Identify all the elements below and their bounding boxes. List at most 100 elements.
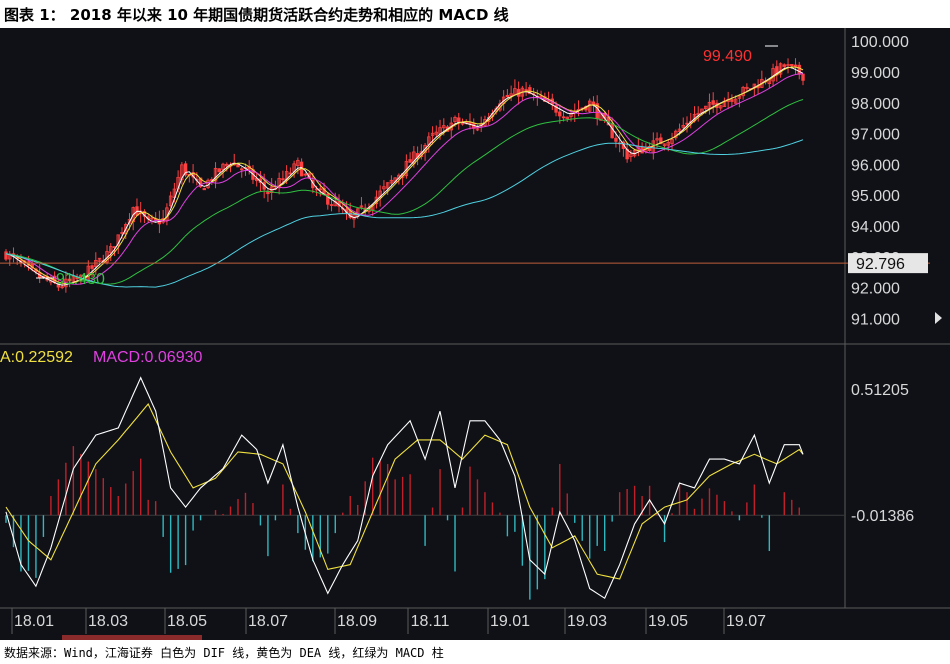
candle-body	[284, 171, 289, 181]
candle-body	[183, 163, 188, 176]
scroll-indicator[interactable]	[62, 635, 202, 640]
candle-body	[168, 195, 173, 207]
candle-body	[221, 163, 225, 170]
candle-body	[4, 251, 8, 260]
ma10-line	[5, 66, 804, 285]
candle-body	[565, 116, 569, 119]
price-tick-label: 97.000	[851, 127, 900, 144]
candle-body	[509, 93, 513, 97]
candle-body	[790, 64, 794, 67]
price-tick-label: 91.000	[851, 311, 900, 328]
chart-panel: 100.000 99.000 98.000 97.000 96.000 95.000 94.…	[0, 28, 950, 640]
candle-body	[704, 105, 708, 110]
candle-body	[786, 64, 790, 67]
candle-body	[733, 98, 738, 104]
x-tick-label: 18.07	[248, 613, 288, 630]
candle-body	[778, 63, 783, 75]
ma20-line	[5, 73, 804, 285]
x-tick-label: 18.05	[167, 613, 207, 630]
x-tick-label: 18.09	[337, 613, 377, 630]
candlestick-series	[4, 58, 805, 293]
candle-body	[677, 128, 682, 133]
candle-body	[240, 168, 244, 171]
x-tick-label: 18.03	[88, 613, 128, 630]
candle-body	[666, 141, 670, 146]
moving-average-lines	[5, 66, 804, 288]
macd-histogram	[5, 446, 800, 600]
candle-body	[782, 64, 786, 67]
macd-lines	[5, 376, 804, 600]
candle-body	[460, 122, 465, 125]
candle-body	[681, 124, 685, 128]
last-price-tag	[848, 253, 928, 274]
candle-body	[561, 116, 566, 119]
candle-body	[217, 168, 221, 173]
candle-body	[745, 86, 749, 89]
price-tick-label: 94.000	[851, 219, 900, 236]
x-tick-label: 19.03	[567, 613, 607, 630]
candle-body	[56, 283, 61, 288]
candle-body	[483, 119, 487, 126]
annotations: 92.796 99.490 91.430	[0, 45, 930, 288]
candle-body	[730, 99, 734, 102]
candle-body	[213, 167, 218, 182]
candle-body	[281, 178, 285, 181]
candle-body	[359, 205, 364, 208]
candle-body	[453, 116, 457, 123]
candle-body	[610, 123, 614, 139]
figure-source-note: 数据来源：Wind，江海证券 白色为 DIF 线，黄色为 DEA 线，红绿为 M…	[4, 646, 444, 660]
candle-body	[79, 274, 83, 278]
candle-body	[296, 159, 300, 167]
x-tick-label: 18.11	[411, 613, 450, 630]
candle-body	[198, 177, 203, 188]
candle-body	[277, 178, 281, 189]
candle-body	[430, 132, 435, 136]
candle-body	[659, 137, 663, 145]
candle-body	[326, 193, 330, 205]
candle-body	[801, 73, 805, 81]
candle-body	[737, 95, 742, 99]
ma120-line	[5, 139, 804, 288]
candle-body	[711, 100, 715, 105]
macd-value-label: MACD:0.06930	[93, 349, 202, 366]
dea-line	[5, 402, 804, 580]
candle-body	[124, 224, 128, 235]
candle-body	[60, 286, 64, 289]
ma5-line	[5, 66, 804, 286]
candle-body	[90, 265, 94, 269]
candle-body	[629, 153, 633, 158]
candle-body	[741, 86, 745, 97]
dif-line	[5, 376, 804, 600]
candle-body	[225, 163, 229, 167]
candle-body	[150, 217, 154, 220]
macd-tick-label: 0.51205	[851, 382, 909, 399]
price-tick-label: 98.000	[851, 96, 900, 113]
candle-body	[793, 64, 798, 67]
chart-canvas: 100.000 99.000 98.000 97.000 96.000 95.000 94.…	[0, 28, 950, 640]
candle-body	[614, 137, 618, 142]
candle-body	[718, 105, 723, 109]
last-price-label: 92.796	[856, 256, 905, 273]
candle-body	[303, 173, 308, 176]
x-tick-label: 18.01	[14, 613, 54, 630]
candle-body	[423, 144, 427, 154]
candle-body	[696, 112, 700, 116]
candle-body	[67, 278, 72, 282]
x-tick-label: 19.05	[648, 613, 688, 630]
chevron-right-icon[interactable]	[935, 312, 942, 324]
candle-body	[127, 219, 132, 224]
candle-body	[558, 111, 562, 117]
low-marker-label: 91.430	[56, 271, 105, 288]
candle-body	[318, 188, 323, 191]
x-tick-label: 19.01	[490, 613, 530, 630]
candle-body	[109, 246, 113, 254]
candle-body	[389, 179, 394, 184]
candle-body	[662, 143, 667, 147]
candle-body	[385, 182, 390, 189]
price-tick-label: 92.000	[851, 281, 900, 298]
candle-body	[797, 64, 801, 75]
candle-body	[670, 139, 674, 144]
candle-body	[97, 257, 102, 262]
candle-body	[505, 94, 510, 98]
high-marker-label: 99.490	[703, 48, 752, 65]
